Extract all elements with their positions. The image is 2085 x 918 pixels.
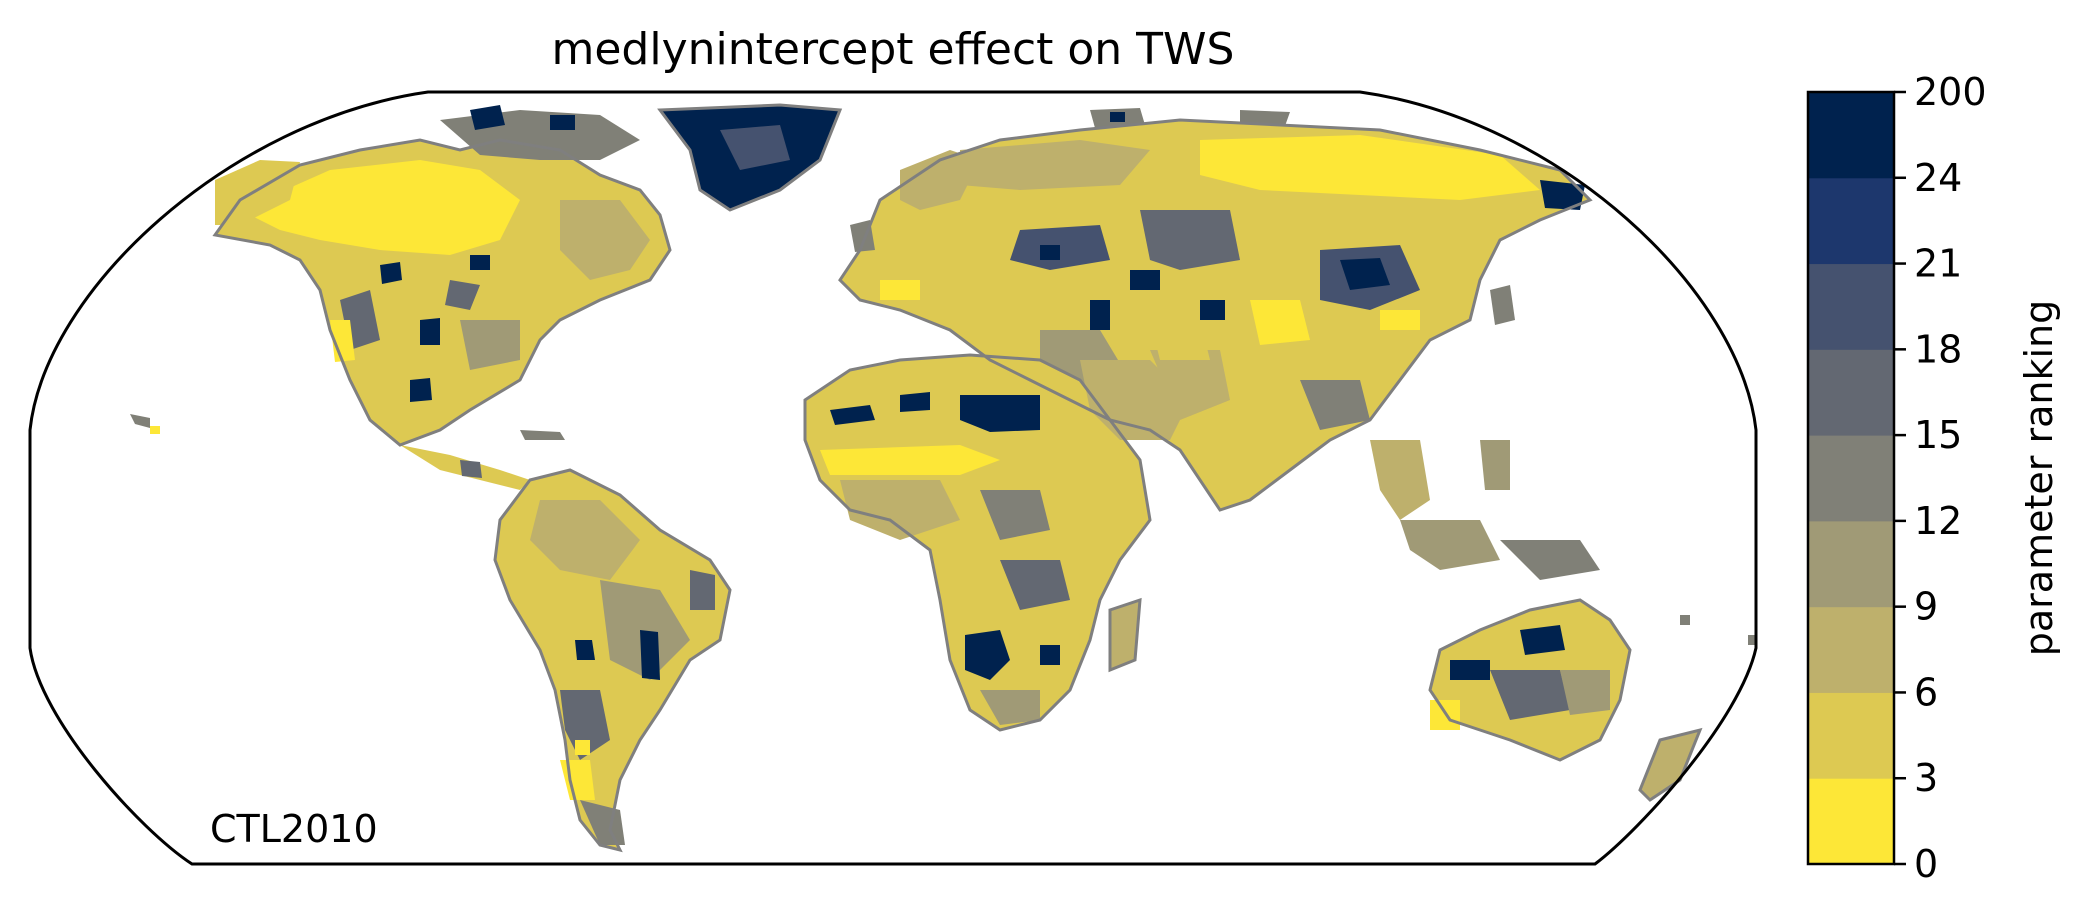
coastlines (212, 103, 1703, 853)
colorbar-swatch (1808, 435, 1894, 522)
colorbar-swatch (1808, 692, 1894, 779)
continent-africa (805, 355, 1150, 730)
colorbar-tick-label: 15 (1914, 413, 1962, 457)
continent-south-america (495, 470, 730, 850)
continent-australia (1430, 600, 1756, 800)
land-cells (130, 105, 1756, 850)
continent-north-america (130, 105, 840, 490)
region-southeast-asia (1370, 440, 1600, 580)
colorbar-swatch (1808, 606, 1894, 693)
world-map: CTL2010 (28, 90, 1758, 866)
colorbar-tick-label: 24 (1914, 156, 1962, 200)
colorbar-tick-label: 12 (1914, 499, 1962, 543)
colorbar-ticks: 0 3 6 9 12 15 18 21 24 200 (1894, 70, 1987, 886)
colorbar-tick-label: 21 (1914, 242, 1962, 286)
colorbar-swatch (1808, 349, 1894, 436)
colorbar-tick-label: 18 (1914, 327, 1962, 371)
colorbar-swatches (1808, 92, 1894, 865)
colorbar-tick-label: 6 (1914, 670, 1938, 714)
colorbar-swatch (1808, 263, 1894, 350)
colorbar-swatch (1808, 92, 1894, 179)
experiment-label: CTL2010 (210, 807, 378, 851)
colorbar-swatch (1808, 520, 1894, 608)
map-frame (28, 90, 1758, 866)
colorbar-swatch (1808, 778, 1894, 865)
colorbar-tick-label: 3 (1914, 756, 1938, 800)
colorbar-label: parameter ranking (2017, 300, 2061, 656)
continent-eurasia (840, 108, 1590, 510)
colorbar-tick-label: 0 (1914, 842, 1938, 886)
colorbar-tick-label: 200 (1914, 70, 1987, 114)
colorbar-swatch (1808, 177, 1894, 265)
map-title: medlynintercept effect on TWS (551, 24, 1235, 75)
colorbar-frame (1806, 90, 1896, 866)
colorbar-tick-label: 9 (1914, 585, 1938, 629)
